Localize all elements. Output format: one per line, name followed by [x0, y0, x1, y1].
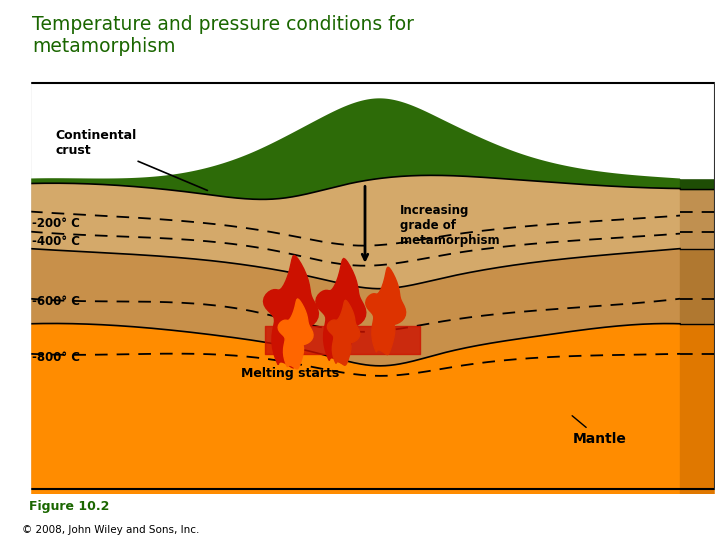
Text: Melting starts: Melting starts	[241, 367, 339, 380]
Text: -800° C: -800° C	[32, 352, 80, 365]
Polygon shape	[680, 78, 715, 179]
Text: Figure 10.2: Figure 10.2	[29, 501, 109, 514]
Polygon shape	[30, 248, 680, 366]
Text: © 2008, John Wiley and Sons, Inc.: © 2008, John Wiley and Sons, Inc.	[22, 525, 199, 535]
Text: -200° C: -200° C	[32, 217, 80, 230]
Text: -600° C: -600° C	[32, 295, 80, 308]
Text: Increasing
grade of
metamorphism: Increasing grade of metamorphism	[400, 204, 500, 247]
Text: Mantle: Mantle	[572, 416, 627, 446]
Polygon shape	[30, 323, 680, 494]
Text: Continental
crust: Continental crust	[55, 130, 207, 191]
Polygon shape	[316, 259, 366, 363]
Polygon shape	[328, 300, 360, 365]
Polygon shape	[366, 267, 405, 355]
Polygon shape	[680, 248, 715, 324]
Polygon shape	[264, 255, 318, 368]
Polygon shape	[680, 188, 715, 248]
Text: Temperature and pressure conditions for
metamorphism: Temperature and pressure conditions for …	[32, 15, 414, 56]
Text: -400° C: -400° C	[32, 235, 80, 248]
Polygon shape	[715, 78, 720, 494]
Polygon shape	[0, 78, 30, 494]
Polygon shape	[278, 299, 313, 369]
Polygon shape	[680, 324, 715, 494]
Polygon shape	[680, 179, 715, 188]
Polygon shape	[30, 98, 680, 199]
Polygon shape	[30, 176, 680, 289]
